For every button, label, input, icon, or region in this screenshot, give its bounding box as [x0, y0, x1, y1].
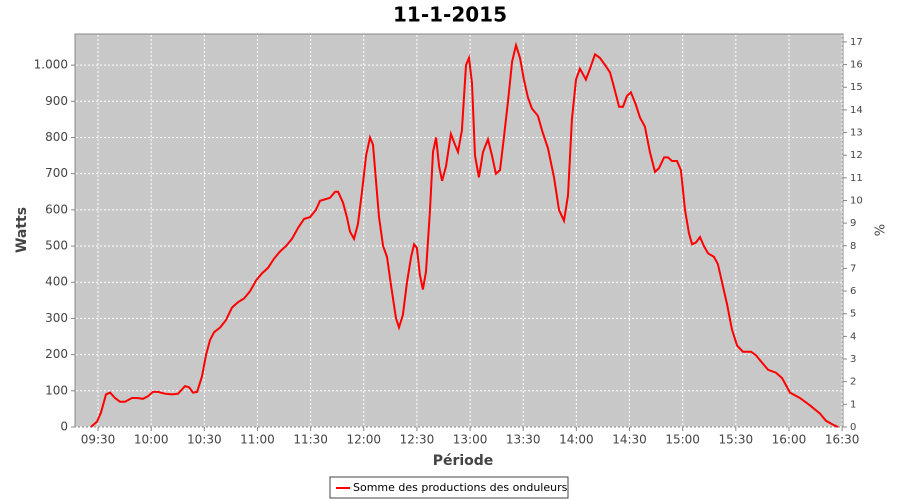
y2-tick-label: 9: [850, 218, 856, 229]
y2-tick-label: 12: [850, 150, 863, 161]
x-tick-label: 11:30: [293, 433, 328, 447]
y2-tick-label: 8: [850, 241, 856, 252]
y2-tick-label: 4: [850, 331, 856, 342]
y2-tick-label: 6: [850, 286, 856, 297]
x-tick-label: 11:00: [240, 433, 275, 447]
x-tick-label: 15:00: [665, 433, 700, 447]
x-tick-label: 12:00: [346, 433, 381, 447]
legend-label: Somme des productions des onduleurs: [353, 481, 568, 494]
x-tick-label: 15:30: [719, 433, 754, 447]
y-tick-label: 100: [45, 383, 68, 397]
y-tick-label: 300: [45, 311, 68, 325]
legend: [329, 476, 569, 499]
y-tick-label: 0: [60, 420, 68, 434]
x-tick-label: 09:30: [81, 433, 116, 447]
y2-tick-label: 14: [850, 105, 863, 116]
y2-tick-label: 1: [850, 399, 856, 410]
y2-tick-label: 3: [850, 354, 856, 365]
y2-tick-label: 0: [850, 422, 856, 433]
y-tick-label: 200: [45, 347, 68, 361]
y2-tick-label: 13: [850, 128, 863, 139]
y-tick-label: 400: [45, 275, 68, 289]
y-tick-label: 600: [45, 202, 68, 216]
x-tick-label: 16:30: [825, 433, 860, 447]
y-tick-label: 800: [45, 130, 68, 144]
chart-title: 11-1-2015: [393, 3, 507, 27]
y2-tick-label: 11: [850, 173, 863, 184]
x-tick-label: 14:00: [559, 433, 594, 447]
y-tick-label: 700: [45, 166, 68, 180]
y-axis-label: Watts: [14, 207, 30, 253]
series-line: [90, 41, 839, 428]
y2-tick-label: 16: [850, 60, 863, 71]
x-axis-label: Période: [433, 453, 494, 469]
x-tick-label: 13:30: [506, 433, 541, 447]
x-tick-label: 10:00: [134, 433, 169, 447]
x-tick-label: 16:00: [772, 433, 807, 447]
plot-area: [74, 33, 844, 428]
x-tick-label: 12:30: [400, 433, 435, 447]
x-tick-label: 13:00: [453, 433, 488, 447]
y2-tick-label: 15: [850, 82, 863, 93]
y2-tick-label: 10: [850, 195, 863, 206]
y2-axis-label: %: [874, 224, 889, 236]
y2-tick-label: 17: [850, 37, 863, 48]
y-tick-label: 900: [45, 94, 68, 108]
y-tick-label: 1.000: [34, 58, 68, 72]
x-tick-label: 14:30: [612, 433, 647, 447]
y-tick-label: 500: [45, 239, 68, 253]
x-tick-label: 10:30: [187, 433, 222, 447]
y2-tick-label: 7: [850, 263, 856, 274]
y2-tick-label: 2: [850, 377, 856, 388]
y2-tick-label: 5: [850, 309, 856, 320]
